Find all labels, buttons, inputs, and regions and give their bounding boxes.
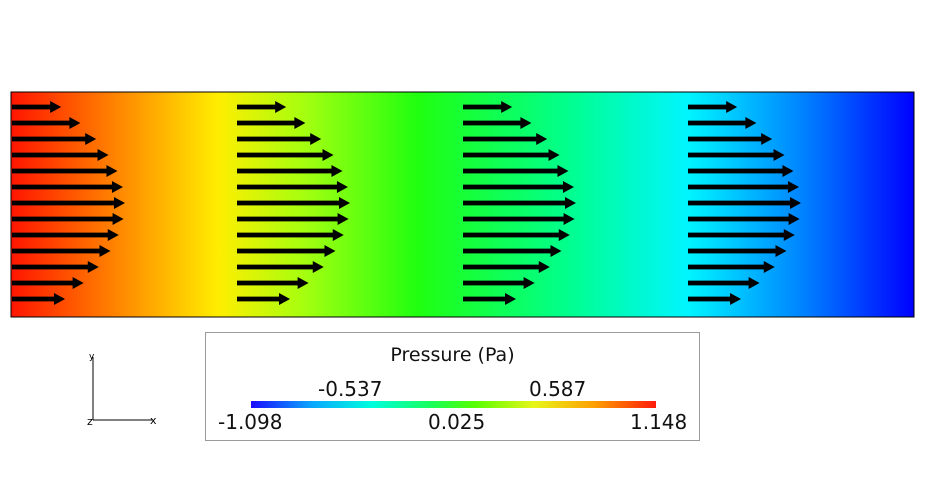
legend-tick-q3: 0.587 xyxy=(529,377,587,401)
velocity-arrows xyxy=(12,101,801,305)
triad-y-label: y xyxy=(89,352,95,362)
legend-title: Pressure (Pa) xyxy=(390,344,515,366)
velocity-arrow xyxy=(12,261,99,273)
velocity-arrow xyxy=(237,117,306,129)
velocity-arrow xyxy=(237,245,336,257)
velocity-arrow xyxy=(237,293,291,305)
velocity-arrow xyxy=(688,197,801,209)
velocity-arrow xyxy=(12,181,123,193)
velocity-arrow xyxy=(237,165,343,177)
velocity-arrow xyxy=(12,149,109,161)
velocity-arrow xyxy=(237,213,349,225)
velocity-arrow xyxy=(688,101,738,113)
velocity-arrow xyxy=(688,277,760,289)
velocity-arrow xyxy=(463,213,575,225)
velocity-arrow xyxy=(12,213,124,225)
velocity-arrow xyxy=(688,245,787,257)
colorbar-legend: Pressure (Pa) -0.537 0.587 -1.098 0.025 … xyxy=(205,332,700,441)
velocity-arrow xyxy=(12,165,118,177)
velocity-arrow xyxy=(12,133,97,145)
velocity-arrow xyxy=(688,133,773,145)
velocity-arrow xyxy=(688,261,775,273)
velocity-arrow xyxy=(12,277,84,289)
velocity-arrow xyxy=(237,101,287,113)
velocity-arrow xyxy=(463,101,513,113)
velocity-arrow xyxy=(688,213,800,225)
velocity-arrow xyxy=(463,229,570,241)
velocity-arrow xyxy=(463,277,535,289)
velocity-arrow xyxy=(12,117,81,129)
legend-tick-max: 1.148 xyxy=(630,410,688,434)
velocity-arrow xyxy=(237,229,344,241)
velocity-arrow xyxy=(688,293,742,305)
velocity-arrow xyxy=(12,245,111,257)
velocity-arrow xyxy=(463,293,517,305)
velocity-arrow xyxy=(237,277,309,289)
velocity-arrow xyxy=(237,181,348,193)
velocity-arrow xyxy=(688,229,795,241)
velocity-arrow xyxy=(12,101,62,113)
velocity-arrow xyxy=(237,149,334,161)
velocity-arrow xyxy=(463,133,548,145)
triad-x-label: x xyxy=(150,414,157,427)
velocity-arrow xyxy=(463,245,562,257)
velocity-arrow xyxy=(12,293,66,305)
legend-tick-q1: -0.537 xyxy=(318,377,383,401)
velocity-arrow xyxy=(12,229,119,241)
axes-triad xyxy=(92,357,152,421)
velocity-arrow xyxy=(463,165,569,177)
velocity-arrow xyxy=(688,165,794,177)
velocity-arrow xyxy=(463,181,574,193)
velocity-arrow xyxy=(237,133,322,145)
velocity-arrow xyxy=(688,149,785,161)
velocity-arrow xyxy=(237,197,350,209)
velocity-arrow xyxy=(688,117,757,129)
colorbar xyxy=(251,401,656,408)
velocity-arrow xyxy=(463,117,532,129)
velocity-arrow xyxy=(688,181,799,193)
velocity-arrow xyxy=(237,261,324,273)
legend-tick-mid: 0.025 xyxy=(428,410,486,434)
velocity-arrow xyxy=(463,197,576,209)
velocity-arrow xyxy=(12,197,125,209)
velocity-arrow xyxy=(463,149,560,161)
triad-z-label: z xyxy=(87,415,93,428)
velocity-arrow xyxy=(463,261,550,273)
legend-tick-min: -1.098 xyxy=(218,410,283,434)
